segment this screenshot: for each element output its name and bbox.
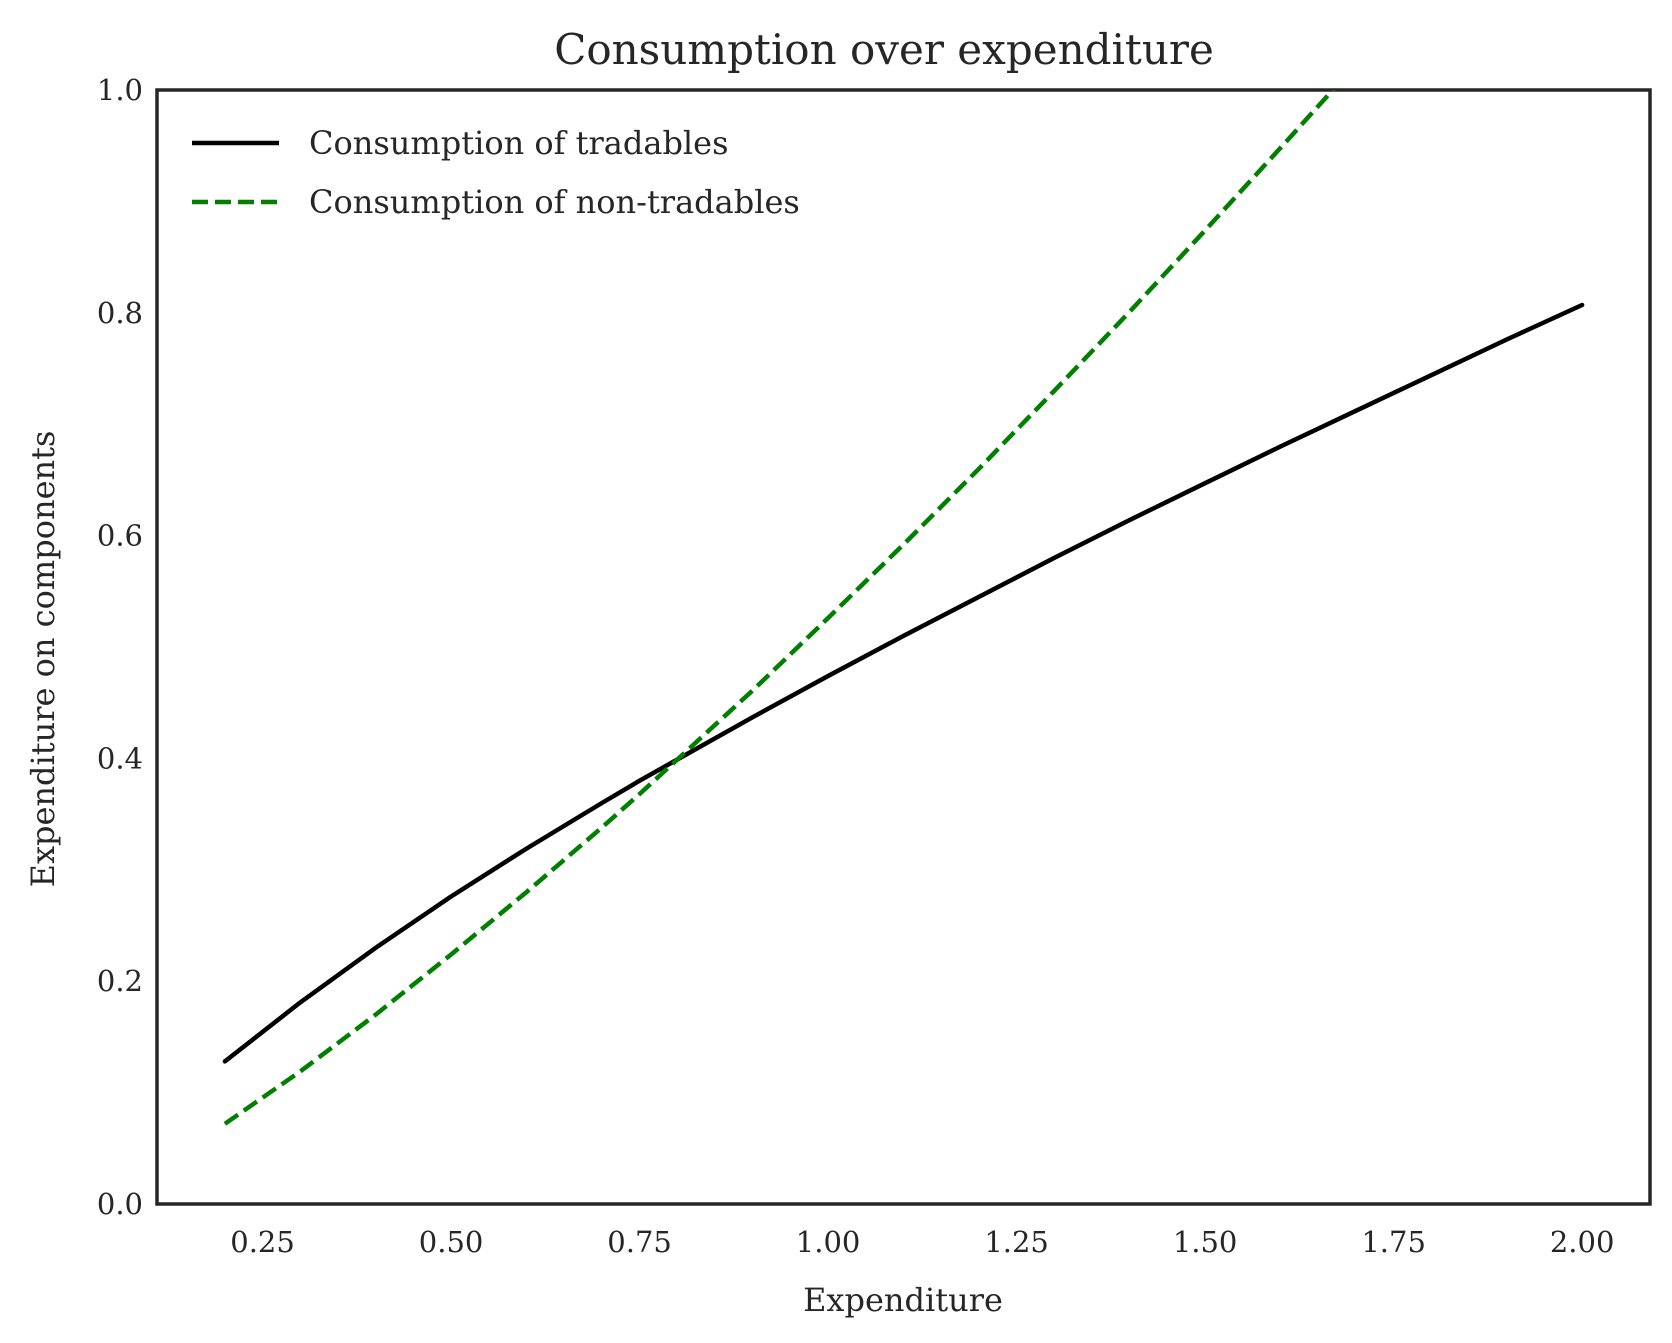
x-tick-label: 1.00 bbox=[796, 1225, 861, 1259]
y-tick-label: 0.8 bbox=[97, 296, 143, 330]
y-tick-label: 0.0 bbox=[97, 1187, 143, 1221]
x-tick-label: 2.00 bbox=[1550, 1225, 1615, 1259]
y-tick-label: 0.4 bbox=[97, 741, 143, 775]
x-tick-label: 1.75 bbox=[1361, 1225, 1426, 1259]
x-tick-label: 0.50 bbox=[419, 1225, 484, 1259]
legend-label-1: Consumption of tradables bbox=[309, 124, 729, 162]
series-line-2 bbox=[223, 90, 1336, 1126]
chart-title: Consumption over expenditure bbox=[554, 25, 1214, 74]
y-tick-label: 0.6 bbox=[97, 519, 143, 553]
x-tick-label: 0.75 bbox=[607, 1225, 672, 1259]
y-tick-label: 0.2 bbox=[97, 964, 143, 998]
y-axis-ticks: 0.0 0.2 0.4 0.6 0.8 1.0 bbox=[97, 73, 143, 1221]
series-layer bbox=[222, 90, 1585, 1126]
legend: Consumption of tradables Consumption of n… bbox=[192, 124, 800, 221]
plot-area bbox=[155, 88, 1652, 1206]
x-tick-label: 1.50 bbox=[1173, 1225, 1238, 1259]
x-axis-label: Expenditure bbox=[803, 1281, 1003, 1319]
x-axis-ticks: 0.25 0.50 0.75 1.00 1.25 1.50 1.75 2.00 bbox=[230, 1225, 1614, 1259]
y-axis-label: Expenditure on components bbox=[24, 431, 62, 888]
plot-frame bbox=[155, 88, 1652, 1206]
legend-label-2: Consumption of non-tradables bbox=[309, 183, 800, 221]
series-line-1 bbox=[222, 302, 1585, 1064]
x-tick-label: 0.25 bbox=[230, 1225, 295, 1259]
x-tick-label: 1.25 bbox=[984, 1225, 1049, 1259]
y-tick-label: 1.0 bbox=[97, 73, 143, 107]
